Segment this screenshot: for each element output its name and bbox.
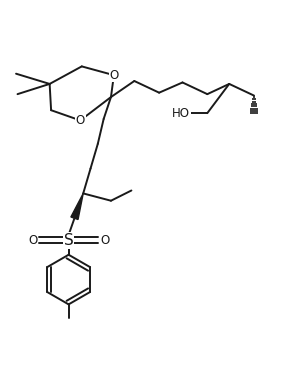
Polygon shape	[71, 194, 83, 219]
Text: O: O	[100, 234, 109, 247]
Text: O: O	[109, 69, 119, 82]
Text: S: S	[64, 233, 74, 248]
Text: O: O	[76, 114, 85, 127]
Text: HO: HO	[172, 107, 190, 120]
Text: O: O	[28, 234, 37, 247]
